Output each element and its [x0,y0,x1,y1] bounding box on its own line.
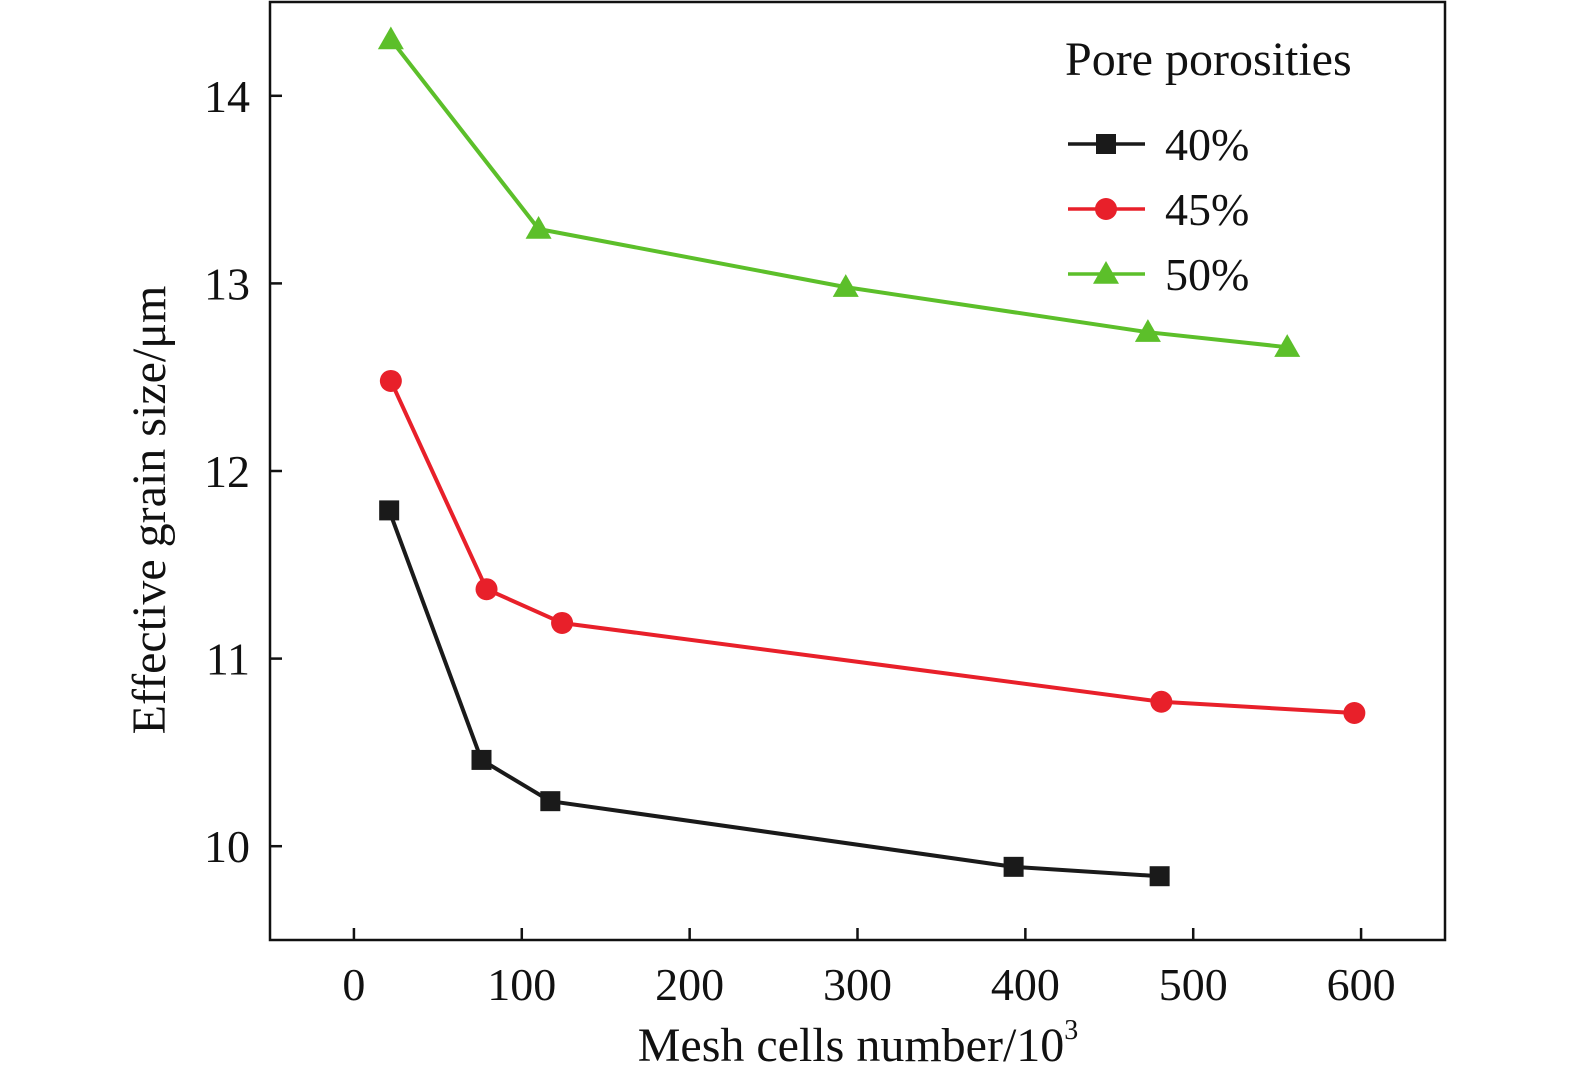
data-point [1149,866,1170,887]
plot-area [268,0,1447,942]
data-point [551,611,574,634]
legend-title: Pore porosities [1065,33,1352,86]
y-tick-label: 14 [204,71,250,122]
x-tick-label: 100 [487,959,556,1010]
legend: Pore porosities 40% 45% 50% [1065,33,1352,300]
legend-marker [1095,198,1117,220]
data-point [1134,319,1161,342]
series-line [387,509,1160,879]
x-tick-label: 0 [342,959,365,1010]
data-point [379,500,400,521]
data-point [1150,690,1173,713]
series-45-percent [379,369,1366,725]
y-tick-label: 13 [204,258,250,309]
y-tick-label: 12 [204,446,250,497]
x-tick-label: 300 [823,959,892,1010]
legend-label: 40% [1165,119,1249,170]
data-point [379,369,402,392]
x-tick-label: 400 [991,959,1060,1010]
x-axis-ticks: 0 100 200 300 400 500 600 [342,928,1396,1010]
legend-label: 50% [1165,249,1249,300]
data-point [1274,334,1301,357]
legend-marker [1096,134,1116,154]
x-axis-title-text: Mesh cells number/10 [638,1019,1065,1072]
data-point [832,274,859,297]
legend-item: 45% [1068,184,1249,235]
legend-marker [1093,261,1119,284]
x-tick-label: 600 [1327,959,1396,1010]
legend-item: 40% [1068,119,1249,170]
y-axis-title: Effective grain size/μm [123,286,176,735]
x-tick-label: 500 [1159,959,1228,1010]
x-axis-title-superscript: 3 [1064,1015,1078,1046]
series-layer [377,26,1366,887]
data-point [471,749,492,770]
data-point [1003,856,1024,877]
y-tick-label: 10 [204,821,250,872]
plot-frame [268,0,1447,942]
data-point [525,215,552,239]
data-point [1343,702,1366,725]
data-point [540,791,561,812]
data-point [475,578,498,601]
data-point [377,26,404,50]
series-50-percent [377,26,1301,357]
series-40-percent [379,500,1170,887]
series-line [389,380,1355,716]
legend-item: 50% [1068,249,1249,300]
x-axis-title: Mesh cells number/103 [638,1015,1079,1072]
y-tick-label: 11 [206,634,250,685]
y-axis-ticks: 10 11 12 13 14 [204,71,282,872]
legend-label: 45% [1165,184,1249,235]
x-tick-label: 200 [655,959,724,1010]
